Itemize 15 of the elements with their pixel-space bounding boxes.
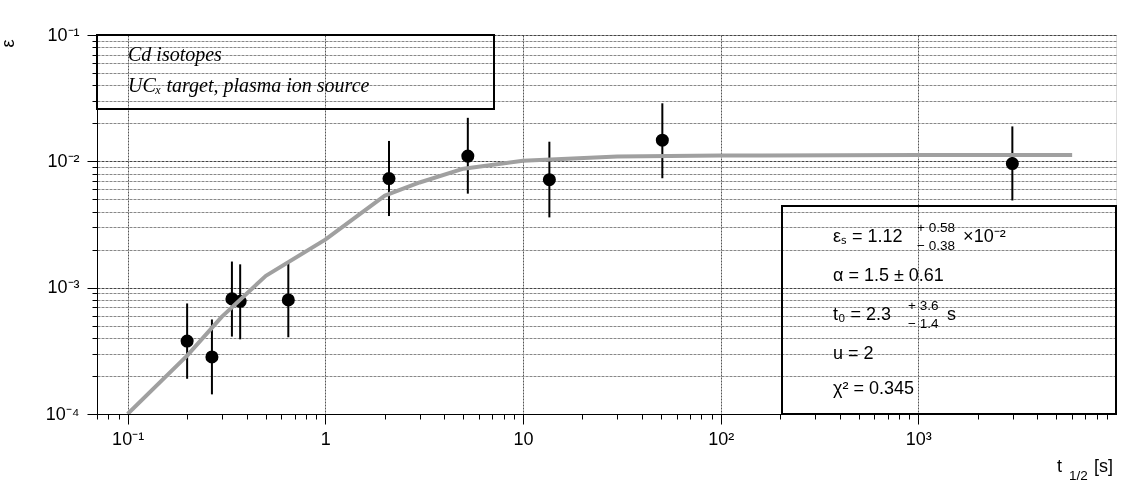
x-tick-label: 10² <box>708 428 735 449</box>
y-tick-label: 10⁻¹ <box>47 24 80 45</box>
annotation: u = 2 <box>833 343 874 363</box>
annotation: α = 1.5 ± 0.61 <box>833 265 944 285</box>
y-axis-title: ε <box>0 39 18 48</box>
x-tick-label: 10 <box>513 428 534 449</box>
y-tick-label: 10⁻² <box>47 150 80 171</box>
y-tick-label: 10⁻³ <box>47 277 80 298</box>
x-tick-label: 10⁻¹ <box>112 428 145 449</box>
x-tick-label: 1 <box>320 428 331 449</box>
annotation: UCₓ target, plasma ion source <box>128 74 370 97</box>
annotation: χ² = 0.345 <box>833 378 914 398</box>
annotation: Cd isotopes <box>128 43 223 66</box>
y-tick-label: 10⁻⁴ <box>45 403 80 424</box>
x-tick-label: 10³ <box>905 428 932 449</box>
